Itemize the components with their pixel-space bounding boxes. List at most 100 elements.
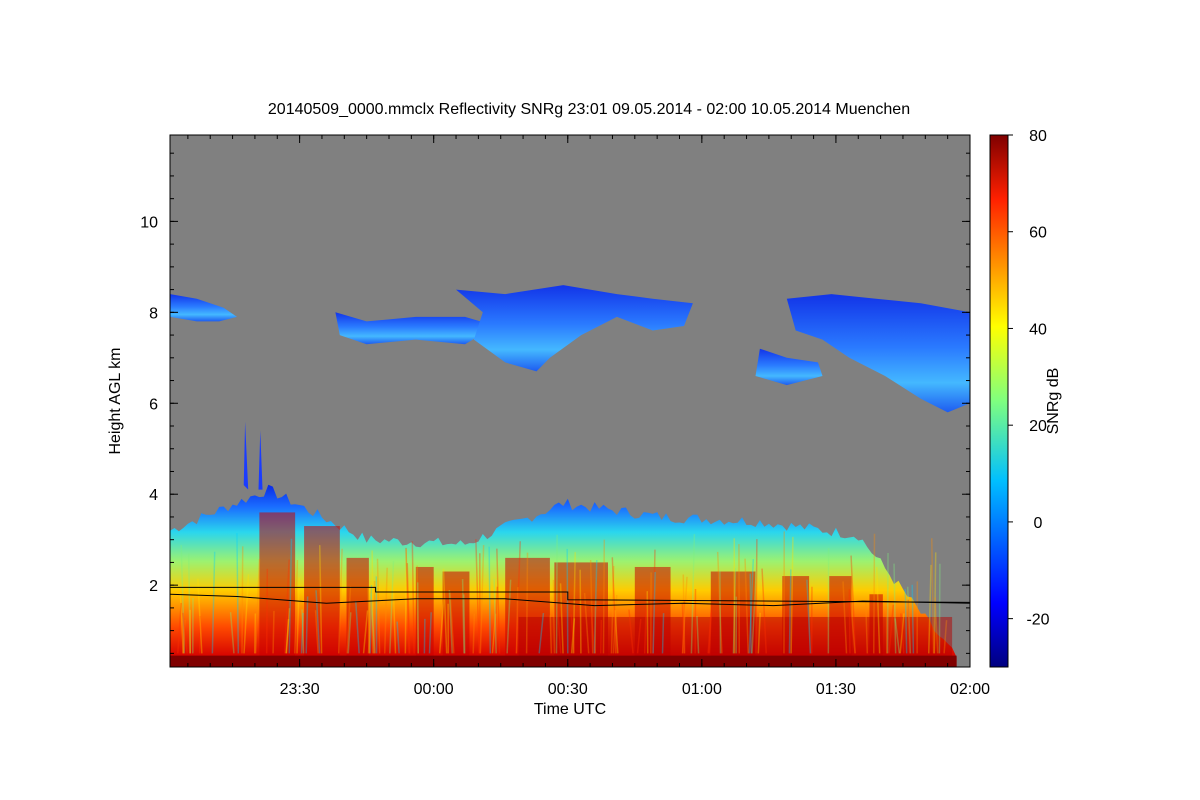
fall-streak — [314, 610, 319, 654]
fall-streak — [906, 586, 912, 654]
fall-streak — [893, 563, 897, 654]
fall-streak — [690, 534, 696, 654]
fall-streak — [943, 620, 948, 654]
fall-streak — [285, 608, 291, 654]
fall-streak — [931, 538, 935, 654]
fall-streak — [254, 613, 257, 654]
fall-streak — [369, 584, 373, 654]
fall-streak — [938, 563, 941, 654]
fall-streak — [272, 610, 275, 654]
fall-streak — [900, 613, 905, 654]
fall-streak — [187, 553, 191, 654]
precip-core — [442, 571, 470, 667]
fall-streak — [405, 547, 410, 654]
fall-streak — [590, 612, 596, 654]
fall-streak — [888, 604, 895, 654]
fall-streak — [182, 612, 188, 654]
fall-streak — [788, 569, 792, 654]
fall-streak — [593, 559, 598, 654]
colorbar-tick-label: 20 — [1029, 418, 1047, 435]
fall-streak — [556, 600, 562, 654]
x-tick-label: 00:00 — [414, 681, 454, 698]
fall-streak — [911, 584, 915, 654]
fall-streak — [589, 559, 594, 654]
upper-cloud-patch — [755, 348, 823, 386]
fall-streak — [552, 579, 556, 654]
fall-streak — [301, 609, 305, 654]
fall-streak — [872, 533, 876, 654]
fall-streak — [367, 599, 373, 654]
fall-streak — [751, 569, 758, 654]
fall-streak — [636, 618, 642, 654]
fall-streak — [643, 608, 647, 654]
y-axis-label: Height AGL km — [107, 347, 124, 454]
fall-streak — [284, 559, 290, 654]
fall-streak — [392, 590, 397, 654]
upper-step-line — [170, 586, 970, 603]
fall-streak — [894, 618, 901, 654]
fall-streak — [442, 568, 448, 654]
fall-streak — [404, 549, 408, 654]
fall-streak — [370, 593, 376, 654]
fall-streak — [197, 578, 203, 654]
fall-streak — [744, 558, 749, 654]
fall-streak — [708, 612, 713, 654]
colorbar-tick-label: -20 — [1026, 612, 1049, 629]
fall-streak — [396, 621, 400, 654]
fall-streak — [236, 533, 240, 654]
fall-streak — [570, 618, 576, 654]
y-tick-label: 4 — [149, 487, 158, 504]
y-tick-label: 10 — [140, 214, 158, 231]
fall-streak — [254, 559, 261, 654]
fall-streak — [315, 590, 321, 654]
fall-streak — [790, 536, 794, 654]
colorbar — [989, 134, 1009, 668]
fall-streak — [707, 603, 713, 654]
fall-streak — [555, 534, 558, 654]
fall-streak — [293, 559, 299, 654]
fall-streak — [732, 568, 737, 654]
fall-streak — [376, 558, 381, 654]
fall-streak — [572, 552, 576, 654]
precip-core — [259, 512, 296, 667]
fall-streak — [525, 552, 529, 654]
fall-streak — [749, 573, 752, 654]
fall-streak — [646, 591, 649, 654]
surface-strip — [170, 655, 957, 667]
fall-streak — [423, 618, 426, 654]
fall-streak — [904, 589, 908, 654]
x-axis-label: Time UTC — [534, 701, 606, 718]
y-tick-label: 6 — [149, 396, 158, 413]
precip-core — [346, 557, 369, 667]
fall-streak — [389, 561, 395, 654]
fall-streak — [496, 548, 501, 654]
colorbar-tick-label: 80 — [1029, 128, 1047, 145]
fall-streak — [865, 600, 869, 654]
fall-streak — [599, 619, 603, 654]
fall-streak — [449, 592, 455, 654]
fall-streak — [300, 612, 304, 654]
lower-noisy-line — [170, 593, 970, 607]
fall-streak — [652, 549, 656, 654]
fall-streak — [472, 613, 476, 654]
fall-streak — [850, 555, 857, 654]
fall-streak — [716, 551, 723, 654]
x-tick-label: 02:00 — [950, 681, 990, 698]
fall-streak — [755, 539, 758, 654]
fall-streak — [488, 546, 492, 654]
fall-streak — [347, 612, 352, 654]
fall-streak — [681, 576, 688, 654]
fall-streak — [367, 587, 371, 654]
x-tick-label: 01:30 — [816, 681, 856, 698]
plume — [258, 430, 263, 490]
fall-streak — [628, 609, 634, 654]
chart-title: 20140509_0000.mmclx Reflectivity SNRg 23… — [268, 101, 910, 118]
fall-streak — [682, 574, 686, 654]
colorbar-tick-label: 40 — [1029, 321, 1047, 338]
fall-streak — [696, 616, 700, 654]
colorbar-tick-label: 0 — [1034, 515, 1043, 532]
fall-streak — [806, 579, 812, 654]
x-axis: 23:30 00:00 00:30 01:00 01:30 02:00 — [187, 135, 990, 698]
fall-streak — [461, 579, 465, 654]
fall-streak — [241, 546, 244, 654]
